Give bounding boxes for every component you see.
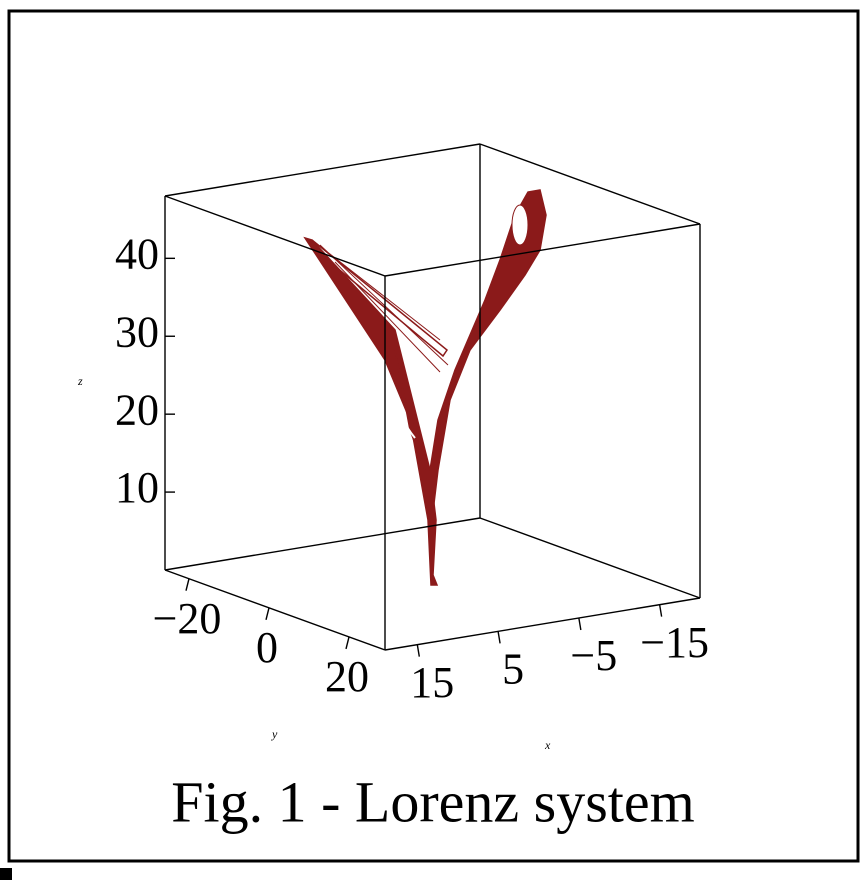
x-tick-label: −15 [640,618,709,667]
attractor-curve [303,189,547,586]
corner-mark [0,868,12,880]
y-axis-label: y [271,727,278,741]
z-tick-label: 30 [115,307,159,356]
box-edge [479,517,701,599]
box-edge [479,143,701,225]
y-tick-label: 20 [325,652,369,701]
z-axis-label: z [77,374,83,388]
box-edge [384,597,701,651]
x-tick [658,604,663,617]
box-edge [164,195,386,277]
x-tick [416,644,420,657]
box-edge [164,143,481,197]
y-tick [265,607,270,620]
z-tick-label: 20 [115,385,159,434]
x-tick-label: 5 [502,644,524,693]
x-tick [497,631,501,644]
frame [7,9,860,863]
x-axis-label: x [544,738,551,752]
box-edge [164,517,481,571]
box-edge [164,569,386,651]
x-tick-label: 15 [410,658,454,707]
x-tick-label: −5 [570,631,617,680]
z-tick-label: 40 [115,229,159,278]
y-tick [185,578,190,591]
y-tick-label: −20 [153,594,222,643]
z-tick-label: 10 [115,463,159,512]
box-edge [384,223,701,277]
y-tick [345,636,350,650]
x-tick [578,617,582,631]
y-tick-label: 0 [256,623,278,672]
caption: Fig. 1 - Lorenz system [171,769,695,834]
